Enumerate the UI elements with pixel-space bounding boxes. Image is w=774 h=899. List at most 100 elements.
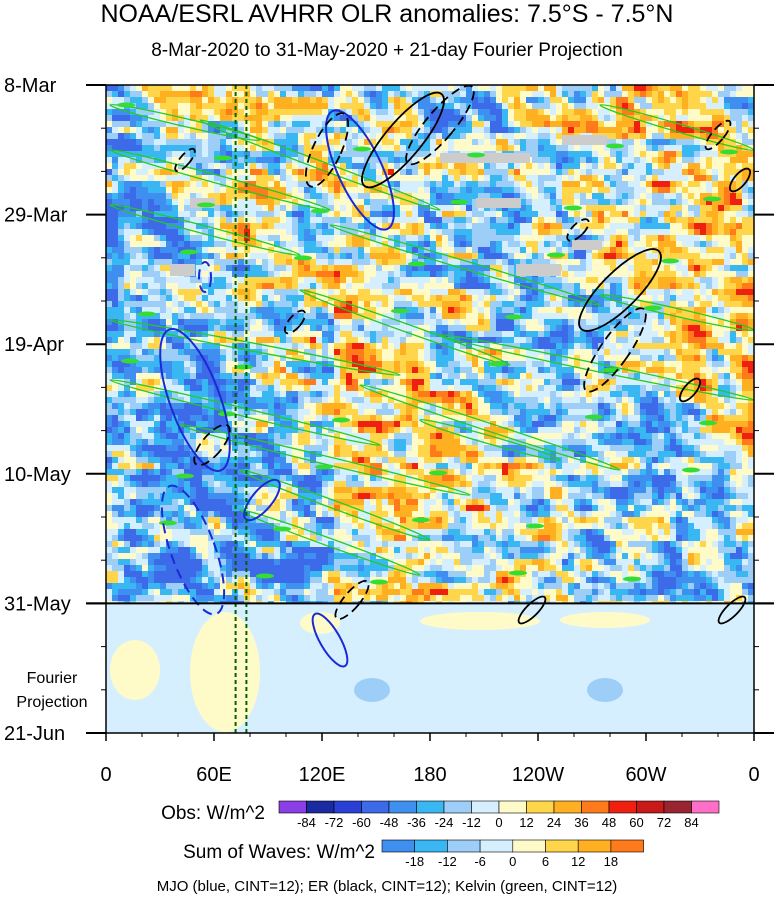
field-cell — [316, 199, 322, 205]
field-cell — [148, 307, 154, 313]
field-cell — [352, 175, 358, 181]
field-cell — [304, 385, 310, 391]
field-cell — [286, 253, 292, 259]
field-cell — [346, 337, 352, 343]
field-cell — [418, 151, 424, 157]
field-cell — [400, 181, 406, 187]
field-cell — [412, 241, 418, 247]
field-cell — [478, 139, 484, 145]
field-cell — [196, 289, 202, 295]
field-cell — [394, 211, 400, 217]
field-cell — [526, 355, 532, 361]
field-cell — [688, 319, 694, 325]
field-cell — [592, 253, 598, 259]
field-cell — [394, 319, 400, 325]
field-cell — [256, 97, 262, 103]
field-cell — [238, 283, 244, 289]
field-cell — [718, 373, 724, 379]
field-cell — [670, 91, 676, 97]
field-cell — [388, 331, 394, 337]
field-cell — [712, 193, 718, 199]
field-cell — [304, 391, 310, 397]
field-cell — [166, 361, 172, 367]
field-cell — [694, 241, 700, 247]
field-cell — [142, 277, 148, 283]
field-cell — [502, 397, 508, 403]
field-cell — [520, 397, 526, 403]
field-cell — [604, 331, 610, 337]
field-cell — [436, 109, 442, 115]
field-cell — [130, 133, 136, 139]
field-cell — [532, 109, 538, 115]
field-cell — [742, 145, 748, 151]
field-cell — [694, 121, 700, 127]
field-cell — [736, 127, 742, 133]
field-cell — [124, 313, 130, 319]
field-cell — [430, 349, 436, 355]
field-cell — [166, 265, 172, 271]
field-cell — [370, 169, 376, 175]
field-cell — [220, 283, 226, 289]
field-cell — [664, 187, 670, 193]
field-cell — [394, 271, 400, 277]
field-cell — [274, 241, 280, 247]
field-cell — [208, 241, 214, 247]
field-cell — [574, 181, 580, 187]
field-cell — [190, 223, 196, 229]
field-cell — [256, 85, 262, 91]
field-cell — [706, 403, 712, 409]
field-cell — [442, 223, 448, 229]
field-cell — [616, 223, 622, 229]
field-cell — [256, 223, 262, 229]
field-cell — [202, 163, 208, 169]
field-cell — [142, 265, 148, 271]
field-cell — [214, 145, 220, 151]
field-cell — [598, 295, 604, 301]
field-cell — [256, 343, 262, 349]
field-cell — [658, 349, 664, 355]
field-cell — [502, 85, 508, 91]
field-cell — [388, 313, 394, 319]
field-cell — [604, 235, 610, 241]
field-cell — [250, 187, 256, 193]
field-cell — [550, 361, 556, 367]
field-cell — [598, 403, 604, 409]
field-cell — [466, 373, 472, 379]
field-cell — [448, 391, 454, 397]
field-cell — [592, 211, 598, 217]
field-cell — [532, 133, 538, 139]
field-cell — [562, 127, 568, 133]
field-cell — [670, 211, 676, 217]
field-cell — [460, 193, 466, 199]
field-cell — [166, 223, 172, 229]
field-cell — [256, 241, 262, 247]
field-cell — [172, 211, 178, 217]
field-cell — [400, 157, 406, 163]
field-cell — [676, 343, 682, 349]
field-cell — [262, 307, 268, 313]
field-cell — [454, 361, 460, 367]
field-cell — [490, 259, 496, 265]
field-cell — [634, 157, 640, 163]
field-cell — [466, 187, 472, 193]
field-cell — [520, 145, 526, 151]
field-cell — [160, 319, 166, 325]
field-cell — [358, 205, 364, 211]
field-cell — [286, 325, 292, 331]
field-cell — [562, 199, 568, 205]
field-cell — [304, 373, 310, 379]
field-cell — [112, 193, 118, 199]
field-cell — [538, 205, 544, 211]
field-cell — [184, 319, 190, 325]
field-cell — [478, 187, 484, 193]
field-cell — [124, 145, 130, 151]
field-cell — [118, 307, 124, 313]
field-cell — [628, 163, 634, 169]
field-cell — [256, 127, 262, 133]
field-cell — [172, 241, 178, 247]
field-cell — [400, 355, 406, 361]
field-cell — [550, 343, 556, 349]
field-cell — [658, 241, 664, 247]
field-cell — [286, 295, 292, 301]
field-cell — [652, 397, 658, 403]
